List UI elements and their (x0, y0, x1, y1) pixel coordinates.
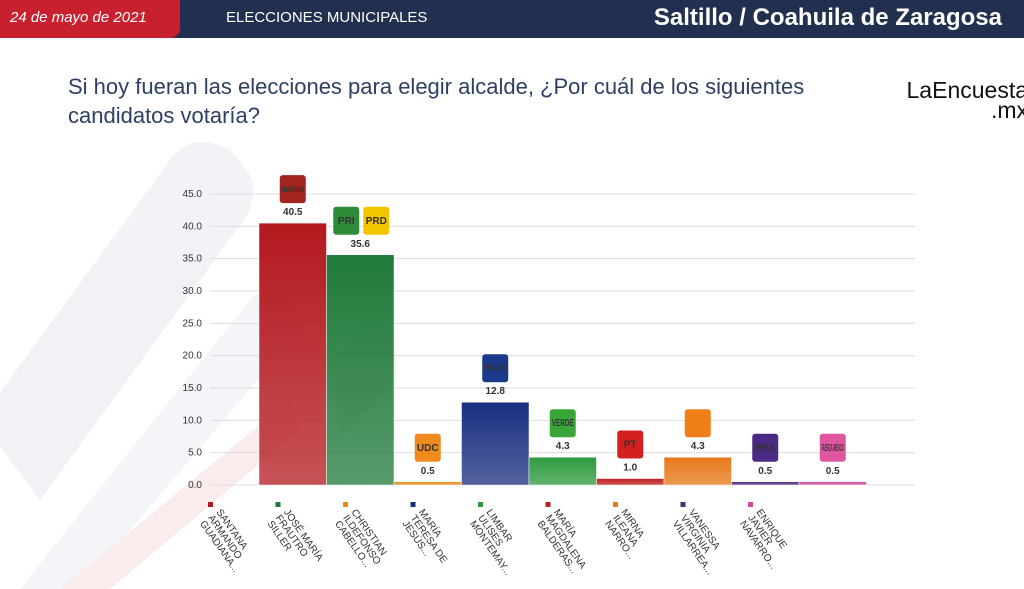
party-logo (333, 206, 360, 235)
party-logo (482, 354, 509, 383)
brand-name: LaEncuesta (906, 77, 1024, 103)
party-logo (549, 409, 576, 438)
y-tick-label: 5.0 (188, 448, 202, 459)
value-label: 35.6 (351, 239, 371, 250)
category-marker (410, 502, 416, 507)
location: Saltillo / Coahuila de Zaragosa (653, 4, 1002, 31)
y-tick-label: 40.0 (183, 221, 203, 232)
party-logo (414, 433, 441, 462)
x-tick-label: JOSÉ MARÍAFRAUTROSILLER (265, 506, 327, 575)
value-label: 4.3 (691, 441, 705, 452)
bar (461, 401, 530, 486)
category-marker (275, 502, 281, 507)
brand-domain: .mx (990, 97, 1024, 123)
y-tick-label: 45.0 (183, 189, 203, 200)
bar (326, 254, 395, 486)
value-label: 0.5 (826, 466, 840, 477)
category-marker (613, 502, 618, 507)
x-tick-label: LIMBARULISESMONTEMAY... (467, 507, 529, 577)
party-logo-text: morena (282, 184, 304, 195)
brand: LaEncuesta .mx (906, 77, 1024, 123)
party-logo-text: PRD (366, 216, 387, 227)
x-tick-label: VANESSAVIRGINIAVILLARREA... (670, 507, 732, 577)
y-tick-label: 20.0 (183, 351, 203, 362)
party-logo (279, 175, 306, 204)
x-tick-label: CHRISTIANILDEFONSOCABELLO... (332, 507, 391, 572)
bar (528, 456, 597, 486)
date: 24 de mayo de 2021 (0, 0, 180, 38)
y-tick-label: 25.0 (183, 318, 203, 329)
party-logo-text: PT (624, 440, 637, 451)
party-logo (363, 206, 390, 235)
x-tick-label: ENRIQUEJAVIERNAVARRO... (737, 507, 795, 571)
category-marker (545, 502, 551, 507)
party-logo (819, 433, 846, 462)
value-label: 4.3 (556, 441, 570, 452)
bar (731, 481, 800, 486)
party-logo-text: UDC (417, 443, 439, 454)
category-marker (748, 502, 753, 507)
value-label: 0.5 (421, 466, 435, 477)
question: Si hoy fueran las elecciones para elegir… (68, 74, 805, 128)
party-logo-text: PRI (338, 216, 355, 227)
y-tick-label: 30.0 (183, 286, 203, 297)
y-tick-label: 15.0 (183, 383, 203, 394)
party-logo-text: PAN (485, 363, 505, 374)
value-label: 0.5 (758, 466, 772, 477)
x-tick-label: MARÍATERESA DEJESÚS... (400, 506, 459, 571)
party-logo (752, 433, 779, 462)
x-tick-label: MIRNAILEANANARRO... (602, 507, 653, 561)
y-tick-label: 10.0 (183, 415, 203, 426)
category-marker (680, 502, 686, 507)
x-tick-label: MARÍAMAGDALENABALDERAS... (535, 506, 598, 577)
category-marker (478, 502, 483, 507)
value-label: 40.5 (283, 207, 303, 218)
bar (596, 478, 665, 486)
x-tick-label: SANTANAARMANDOGUADIANA... (197, 507, 257, 574)
bar (393, 481, 462, 486)
value-label: 1.0 (623, 463, 637, 474)
bar (258, 222, 327, 486)
party-logo (617, 430, 644, 459)
party-logo-text: VERDE (552, 418, 574, 429)
y-tick-label: 35.0 (183, 254, 203, 265)
category-marker (208, 502, 213, 507)
section: ELECCIONES MUNICIPALES (226, 9, 428, 26)
category-marker (343, 502, 348, 507)
party-logo-text: PES (755, 443, 775, 454)
value-label: 12.8 (486, 386, 506, 397)
party-logo (684, 409, 711, 438)
y-tick-label: 0.0 (188, 480, 202, 491)
bar (798, 481, 867, 486)
party-logo-text: FUERZA MÉXICO (822, 441, 844, 454)
bar (663, 456, 732, 486)
